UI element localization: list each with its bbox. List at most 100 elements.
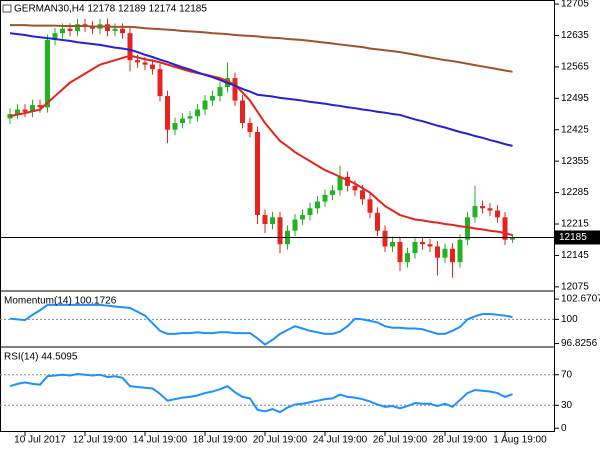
y-tick-label: 100 <box>561 314 578 325</box>
candle-body <box>337 176 343 191</box>
candle-body <box>367 199 373 213</box>
candle-body <box>262 215 268 225</box>
panel-title: Momentum(14) 100.1726 <box>4 296 117 307</box>
candle-body <box>60 28 65 34</box>
candle-body <box>112 28 118 31</box>
candle-body <box>67 28 73 31</box>
y-tick-label: 12285 <box>561 187 589 198</box>
panel-title: RSI(14) 44.5095 <box>4 352 78 363</box>
candle-body <box>180 118 185 124</box>
x-tick-label: 26 Jul 19:00 <box>373 435 428 446</box>
y-tick-label: 12705 <box>561 0 589 10</box>
symbol-icon <box>2 4 12 13</box>
candle-body <box>195 109 200 117</box>
y-tick-label: 12145 <box>561 250 589 261</box>
indicator-line <box>9 303 513 346</box>
candle-body <box>502 217 508 240</box>
y-tick-label: 96.8256 <box>561 338 598 349</box>
y-tick-label: 102.6707 <box>561 294 600 305</box>
candle-body <box>150 64 155 70</box>
candle-body <box>322 194 328 202</box>
y-tick-label: 30 <box>561 400 573 411</box>
candle-body <box>30 105 35 112</box>
x-tick-label: 24 Jul 19:00 <box>313 435 368 446</box>
candle-body <box>405 253 410 263</box>
indicator-line <box>10 24 513 73</box>
candle-body <box>232 78 238 101</box>
x-tick-label: 28 Jul 19:00 <box>433 435 488 446</box>
current-price-label: 12185 <box>559 232 587 243</box>
candle-body <box>472 206 478 218</box>
plot-frame <box>0 0 555 432</box>
candle-body <box>480 206 485 209</box>
candle-body <box>120 28 125 34</box>
candle-body <box>172 123 178 130</box>
candle-body <box>15 109 20 115</box>
candle-body <box>442 248 448 258</box>
candle-body <box>187 116 193 119</box>
candle-body <box>127 33 133 61</box>
candle-body <box>360 190 365 200</box>
x-tick-label: 10 Jul 2017 <box>14 435 66 446</box>
candle-body <box>420 241 425 245</box>
candle-body <box>45 39 50 108</box>
x-tick-label: 1 Aug 19:00 <box>493 435 547 446</box>
candle-body <box>277 217 283 245</box>
candle-body <box>450 248 455 263</box>
candle-body <box>307 208 313 216</box>
candle-body <box>457 239 463 263</box>
candle-body <box>135 60 140 63</box>
indicator-line <box>9 54 513 237</box>
y-tick-label: 12215 <box>561 219 589 230</box>
candle-body <box>52 33 58 40</box>
y-tick-label: 12355 <box>561 156 589 167</box>
candle-body <box>75 24 80 31</box>
chart-title: GERMAN30,H4 12178 12189 12174 12185 <box>14 4 207 15</box>
candle-body <box>435 246 440 258</box>
candle-body <box>292 219 298 231</box>
candle-body <box>397 241 403 263</box>
candle-body <box>345 176 350 186</box>
candle-body <box>510 237 515 240</box>
candle-body <box>330 190 335 195</box>
y-tick-label: 12425 <box>561 124 589 135</box>
candle-body <box>300 215 305 220</box>
y-tick-label: 12565 <box>561 62 589 73</box>
current-price-box <box>555 230 600 245</box>
y-tick-label: 12495 <box>561 93 589 104</box>
candle-body <box>270 217 275 225</box>
candle-body <box>352 185 358 191</box>
x-tick-label: 18 Jul 19:00 <box>193 435 248 446</box>
candle-body <box>22 109 28 112</box>
candle-body <box>255 131 260 216</box>
y-tick-label: 0 <box>561 423 567 434</box>
indicator-line <box>9 372 513 414</box>
candle-body <box>240 100 245 124</box>
indicator-line <box>9 32 513 147</box>
candle-body <box>90 26 95 29</box>
candle-body <box>157 69 163 97</box>
x-tick-label: 12 Jul 19:00 <box>73 435 128 446</box>
x-tick-label: 14 Jul 19:00 <box>133 435 188 446</box>
candle-body <box>315 201 320 209</box>
x-tick-label: 20 Jul 19:00 <box>253 435 308 446</box>
candle-body <box>37 105 43 108</box>
candle-body <box>142 62 148 65</box>
candle-body <box>105 24 110 31</box>
candle-body <box>202 100 208 110</box>
y-tick-label: 70 <box>561 369 573 380</box>
candle-body <box>390 241 395 247</box>
candle-body <box>210 96 215 101</box>
candle-body <box>382 230 388 247</box>
candle-body <box>495 210 500 218</box>
candle-body <box>217 87 223 97</box>
candle-body <box>487 208 493 211</box>
candle-body <box>465 217 470 240</box>
candle-body <box>427 244 433 247</box>
candle-body <box>375 212 380 231</box>
candle-body <box>165 96 170 130</box>
candle-body <box>247 123 253 132</box>
y-tick-label: 12635 <box>561 30 589 41</box>
